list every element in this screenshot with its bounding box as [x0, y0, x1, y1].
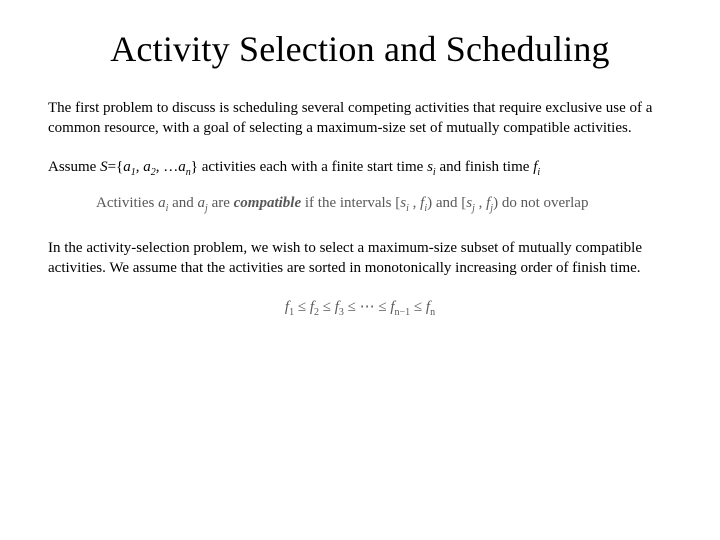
intro-paragraph: The first problem to discuss is scheduli… [48, 98, 672, 139]
sub-n: n [430, 307, 435, 318]
text: ) and [ [427, 195, 466, 211]
le: ≤ [319, 299, 335, 315]
ordering-inequality: f1 ≤ f2 ≤ f3 ≤ ⋯ ≤ fn−1 ≤ fn [48, 297, 672, 318]
text: , [475, 195, 486, 211]
var-a: a [178, 159, 186, 175]
text: and finish time [436, 159, 534, 175]
assume-line: Assume S={a1, a2, …an} activities each w… [48, 157, 672, 180]
le: ≤ [294, 299, 310, 315]
dots: … [163, 159, 178, 175]
var-S: S [100, 159, 108, 175]
text: Activities [96, 195, 158, 211]
text: ={ [108, 159, 124, 175]
text: } [191, 159, 198, 175]
var-a: a [143, 159, 151, 175]
slide: Activity Selection and Scheduling The fi… [0, 0, 720, 540]
var-a: a [123, 159, 131, 175]
text: if the intervals [ [301, 195, 400, 211]
text: are [208, 195, 234, 211]
word-compatible: compatible [234, 195, 302, 211]
problem-paragraph: In the activity-selection problem, we wi… [48, 238, 672, 279]
text: and [168, 195, 197, 211]
var-a: a [198, 195, 206, 211]
text: ) do not overlap [493, 195, 588, 211]
text: Assume [48, 159, 100, 175]
dots: ≤ ⋯ ≤ [344, 299, 390, 315]
slide-title: Activity Selection and Scheduling [48, 28, 672, 70]
sub-i: i [537, 167, 540, 178]
sub-nm1: n−1 [395, 307, 411, 318]
text: activities each with a finite start time [198, 159, 427, 175]
compatible-definition: Activities ai and aj are compatible if t… [96, 193, 672, 216]
var-a: a [158, 195, 166, 211]
text: , [409, 195, 420, 211]
le: ≤ [410, 299, 426, 315]
